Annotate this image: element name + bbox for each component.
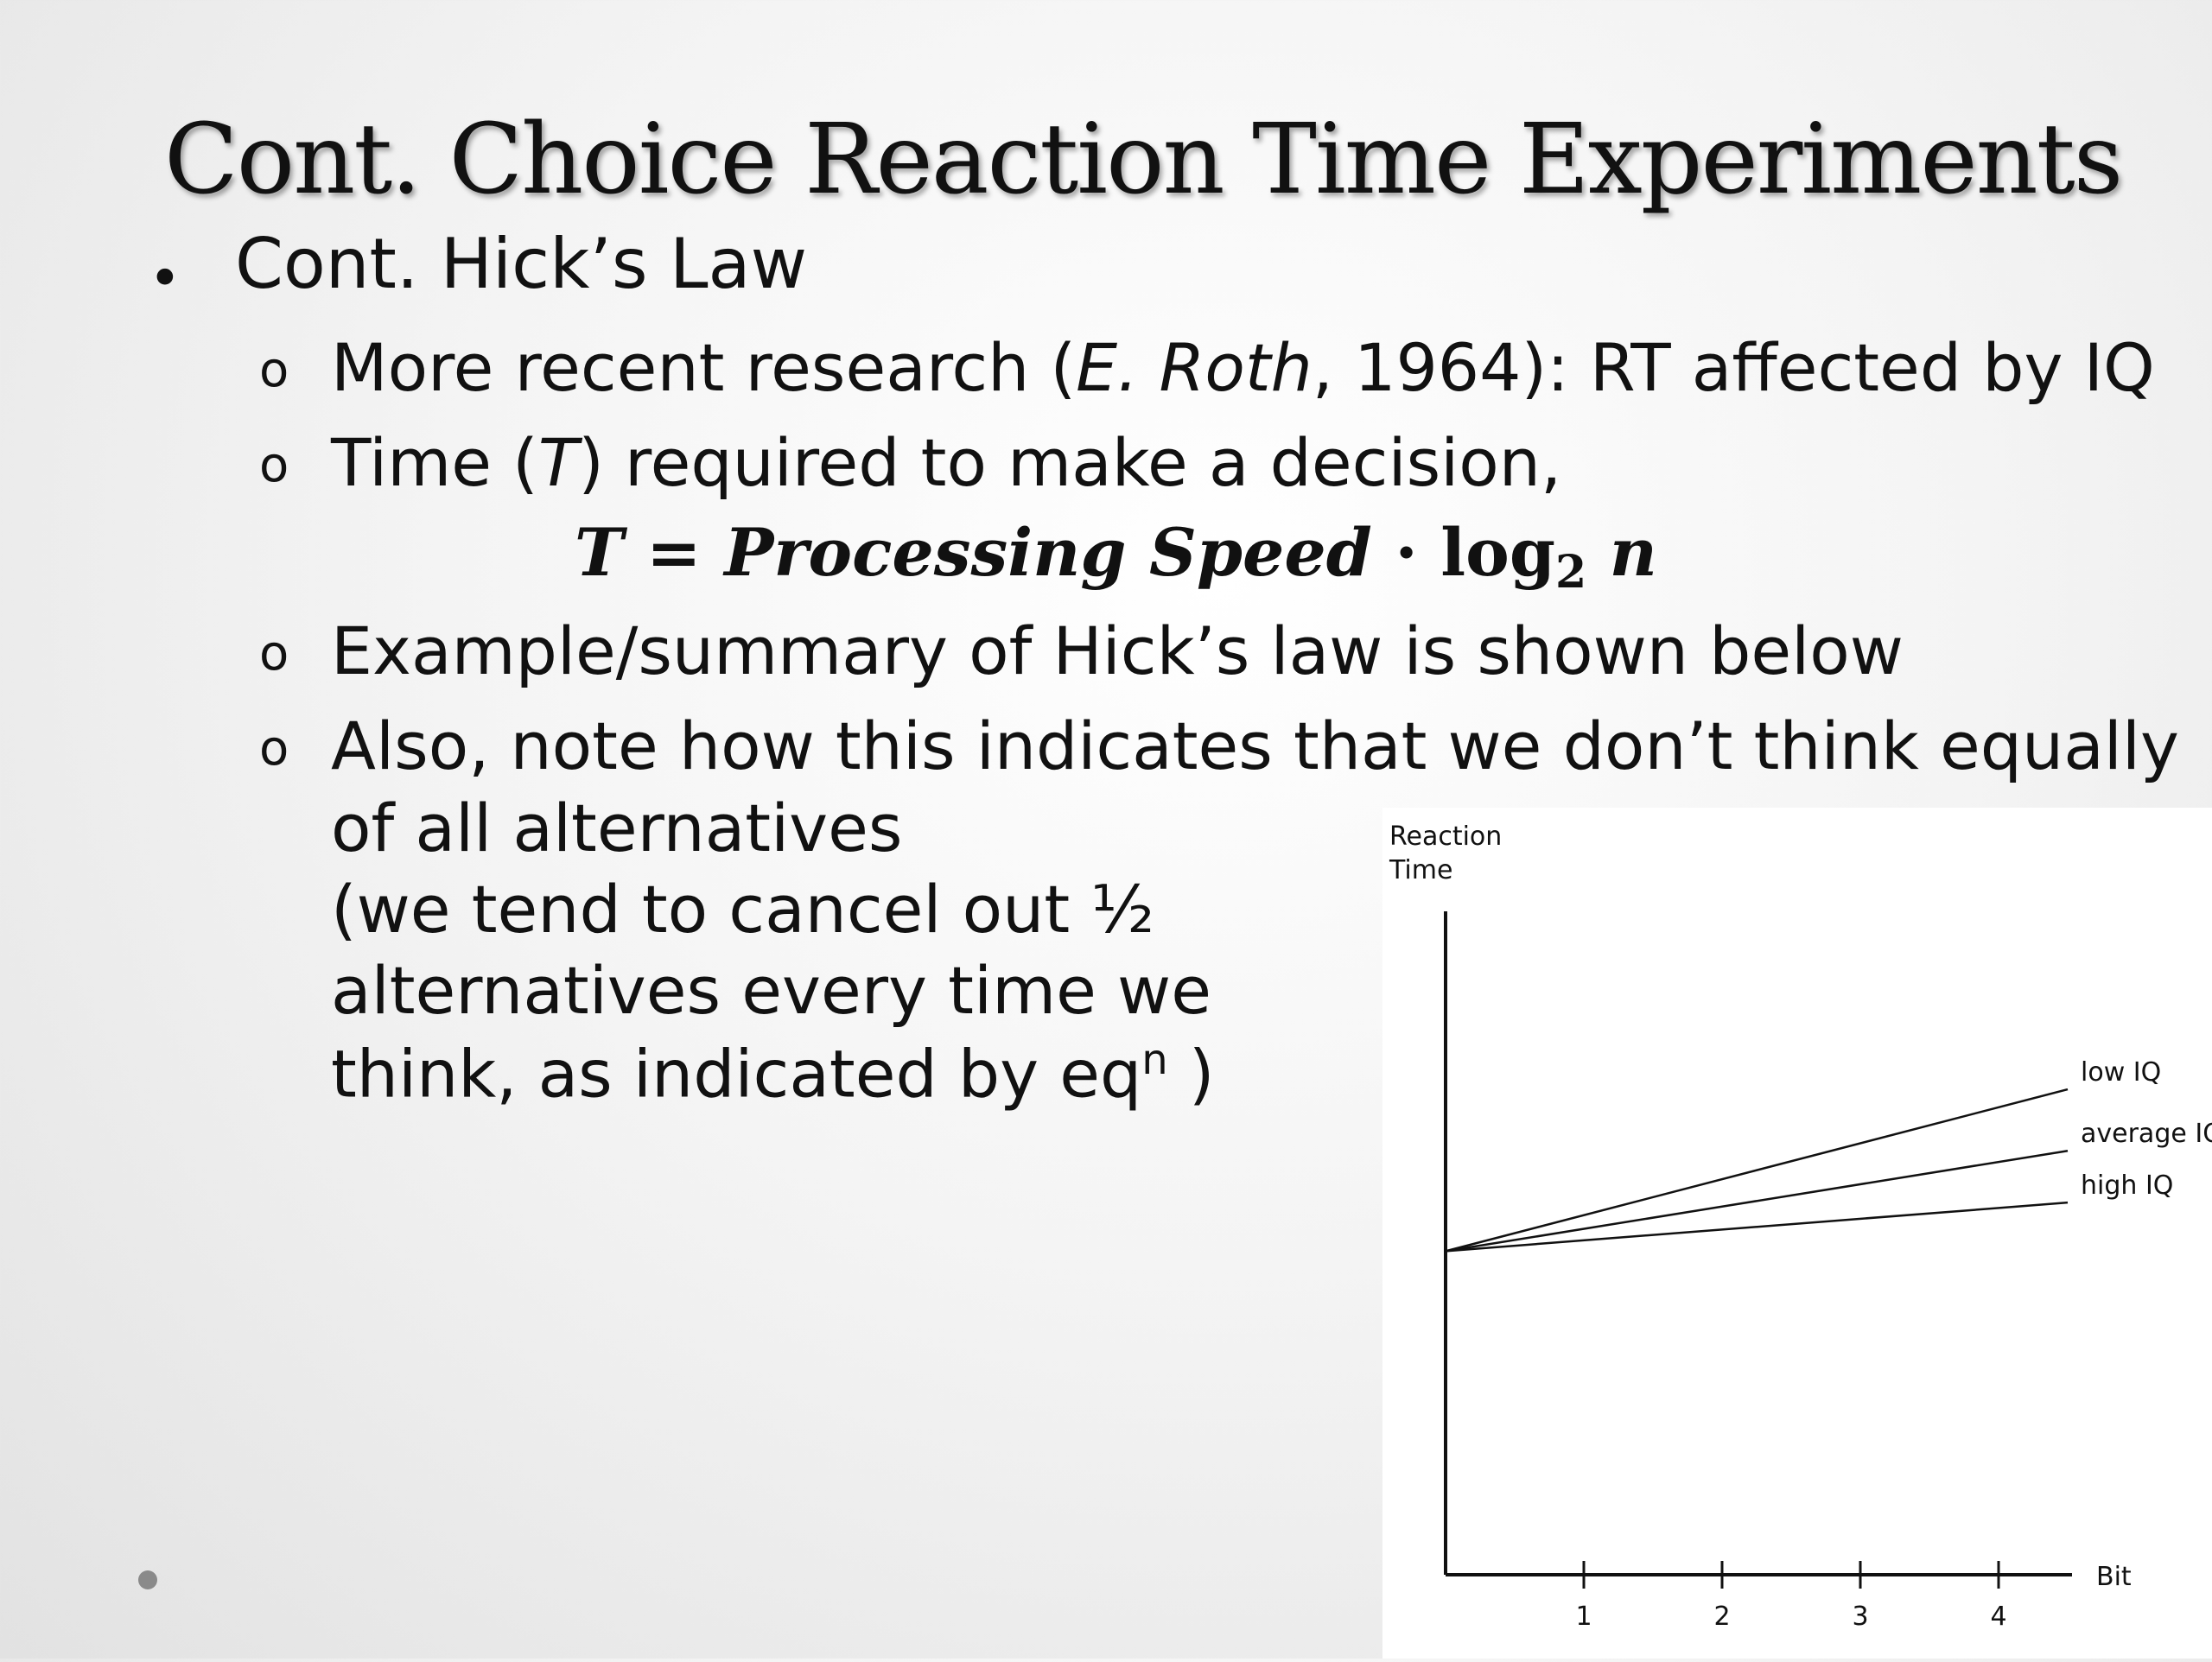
sub-bullet-time: Time (T) required to make a decision, bbox=[331, 430, 1561, 496]
hick-chart-svg: Reaction Time Bit 1 2 3 4 low IQ average IQ h… bbox=[1389, 821, 2212, 1632]
x-tick-label-2: 2 bbox=[1713, 1602, 1730, 1632]
series-line-average-iq bbox=[1445, 1149, 2069, 1253]
y-axis-label-line2: Time bbox=[1389, 855, 1452, 885]
sub-bullet-roth: More recent research (E. Roth, 1964): RT… bbox=[331, 335, 2155, 401]
slide-footer-dot bbox=[138, 1570, 157, 1589]
series-lines: low IQ average IQ high IQ bbox=[1445, 1057, 2212, 1253]
time-prefix: Time ( bbox=[331, 424, 538, 501]
roth-prefix: More recent research ( bbox=[331, 329, 1077, 406]
note-line5-suffix: ) bbox=[1167, 1035, 1215, 1113]
sub-bullet-marker-4: o bbox=[259, 720, 289, 777]
sub-bullet-note-line2: of all alternatives bbox=[331, 790, 903, 866]
sub-bullet-note-line3: (we tend to cancel out ½ bbox=[331, 871, 1154, 948]
sub-bullet-marker-2: o bbox=[259, 437, 289, 493]
eq-var: n bbox=[1609, 514, 1657, 591]
series-label-high-iq: high IQ bbox=[2081, 1170, 2173, 1201]
series-label-average-iq: average IQ bbox=[2081, 1119, 2212, 1149]
eq-log-base: 2 bbox=[1554, 546, 1587, 599]
roth-suffix: , 1964): RT affected by IQ bbox=[1312, 329, 2155, 406]
eq-lhs: T bbox=[575, 514, 624, 591]
eq-log: log2 bbox=[1440, 514, 1586, 599]
x-tick-label-4: 4 bbox=[1990, 1602, 2006, 1632]
main-bullet-marker: • bbox=[149, 247, 181, 311]
x-ticks: 1 2 3 4 bbox=[1575, 1561, 2007, 1632]
time-suffix: ) required to make a decision, bbox=[578, 424, 1562, 501]
roth-author: E. Roth bbox=[1076, 329, 1313, 406]
sub-bullet-note-line5: think, as indicated by eqn ) bbox=[331, 1039, 1214, 1107]
hick-equation: T = Processing Speed · log2 n bbox=[575, 514, 1657, 599]
x-tick-label-3: 3 bbox=[1852, 1602, 1868, 1632]
main-bullet-text: Cont. Hick’s Law bbox=[235, 224, 807, 304]
x-axis-label: Bit bbox=[2096, 1562, 2132, 1592]
hick-chart: Reaction Time Bit 1 2 3 4 low IQ average IQ h… bbox=[1382, 808, 2212, 1659]
y-axis-label-line1: Reaction bbox=[1389, 821, 1502, 852]
x-tick-label-1: 1 bbox=[1575, 1602, 1592, 1632]
sub-bullet-note-line4: alternatives every time we bbox=[331, 952, 1211, 1029]
series-line-low-iq bbox=[1445, 1088, 2069, 1253]
sub-bullet-marker-1: o bbox=[259, 342, 289, 398]
series-label-low-iq: low IQ bbox=[2081, 1057, 2161, 1088]
note-line5-sup: n bbox=[1141, 1036, 1168, 1084]
eq-term: Processing Speed bbox=[724, 514, 1372, 591]
sub-bullet-note-line1: Also, note how this indicates that we do… bbox=[331, 707, 2179, 784]
note-line5-prefix: think, as indicated by eq bbox=[331, 1035, 1142, 1113]
sub-bullet-example: Example/summary of Hick’s law is shown b… bbox=[331, 612, 1904, 689]
eq-dot: · bbox=[1395, 514, 1418, 591]
time-var: T bbox=[537, 424, 579, 501]
series-line-high-iq bbox=[1445, 1201, 2069, 1253]
eq-log-text: log bbox=[1440, 514, 1555, 591]
slide-title: Cont. Choice Reaction Time Experiments bbox=[164, 104, 2123, 216]
eq-equals: = bbox=[646, 514, 702, 591]
sub-bullet-marker-3: o bbox=[259, 625, 289, 682]
